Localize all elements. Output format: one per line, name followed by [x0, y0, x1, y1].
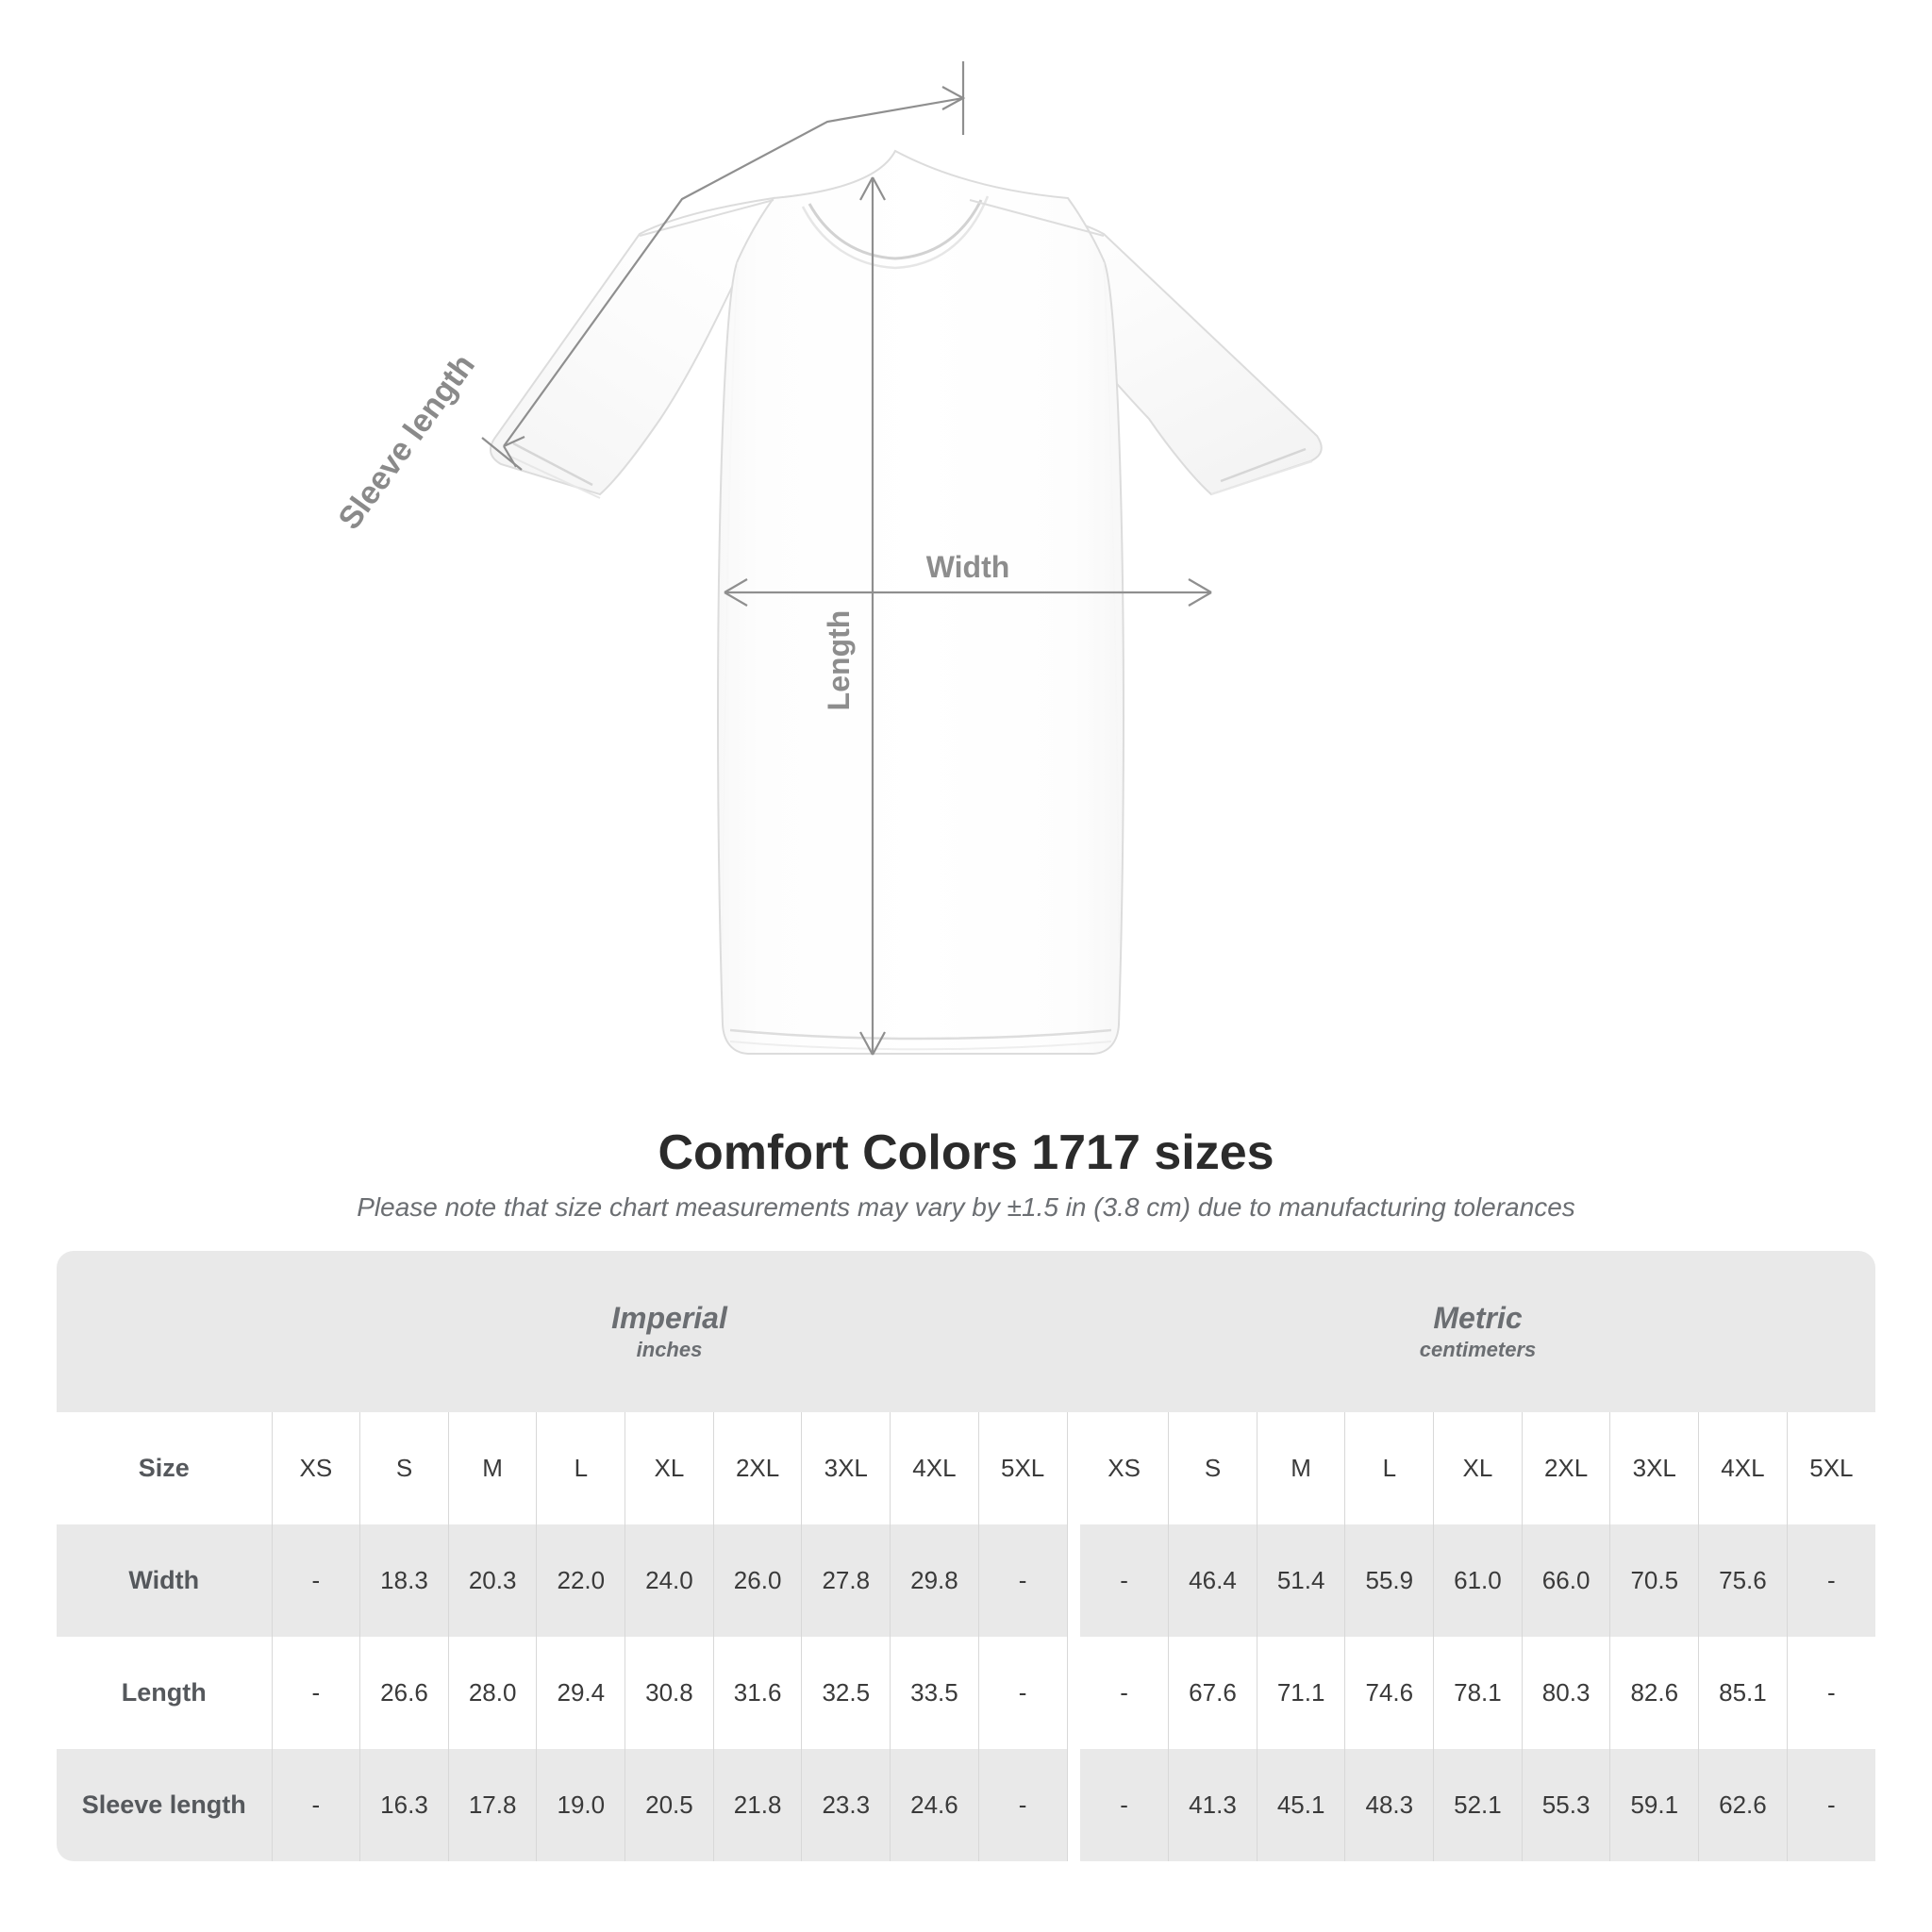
svg-text:Width: Width: [926, 550, 1010, 584]
svg-text:Sleeve length: Sleeve length: [331, 348, 482, 537]
svg-text:Length: Length: [822, 610, 856, 711]
